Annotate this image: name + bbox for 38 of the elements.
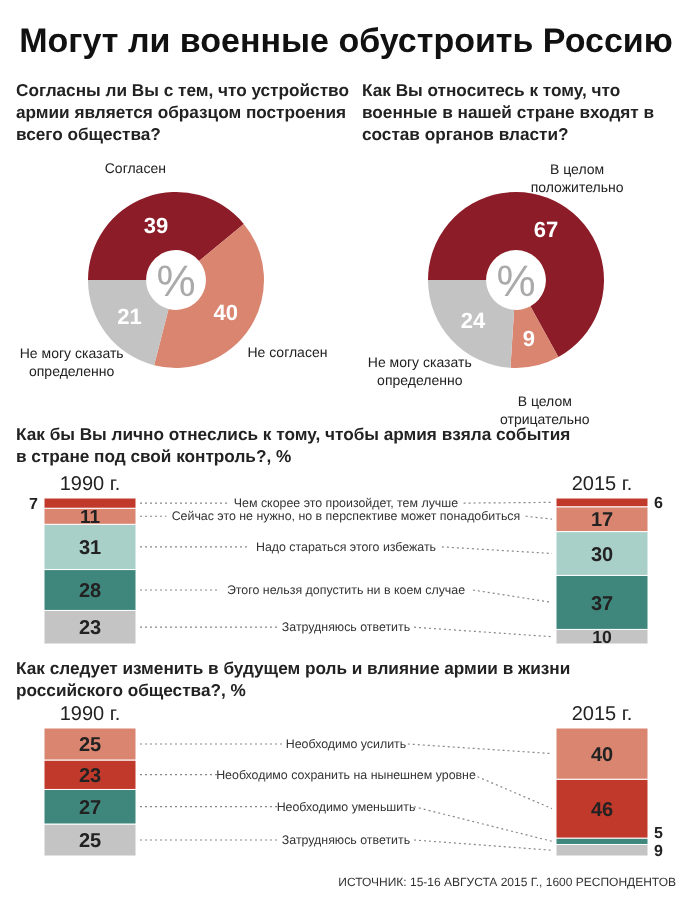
data-label: 37 (590, 593, 614, 616)
donut-slice (428, 192, 604, 358)
data-label: 40 (590, 744, 614, 767)
data-label: 9 (654, 842, 664, 861)
chart-title: Как бы Вы лично отнеслись к тому, чтобы армия взяла события в стране под свой контроль?, % (16, 424, 571, 466)
data-label: 7 (29, 495, 40, 514)
chart-title: Как Вы относитесь к тому, что военные в нашей стране входят в состав органов власти? (362, 80, 655, 144)
data-label: 46 (590, 799, 614, 822)
data-label: 23 (78, 765, 102, 788)
data-label: 67 (533, 219, 559, 244)
data-label: 10 (592, 627, 612, 648)
x-tick-label: 1990 г. (59, 704, 121, 726)
data-label: 23 (78, 618, 102, 641)
data-label: 30 (590, 544, 614, 567)
x-tick-label: 1990 г. (59, 474, 121, 496)
data-label: 31 (78, 538, 102, 561)
data-label: 11 (79, 507, 102, 530)
data-label: 25 (78, 735, 102, 758)
data-label: 28 (78, 581, 102, 604)
x-tick-label: 2015 г. (571, 704, 633, 726)
chart-title: Могут ли военные обустроить Россию (19, 22, 673, 60)
data-label: 24 (460, 310, 488, 335)
data-label: 39 (143, 214, 169, 239)
data-label: 25 (78, 831, 102, 854)
data-label: 5 (654, 824, 664, 843)
chart-subtitle: Согласны ли Вы с тем, что устройство армии является образцом построения всего общества? (16, 80, 349, 144)
data-label: 21 (117, 306, 142, 331)
data-label: 9 (522, 327, 535, 352)
data-label: 6 (654, 494, 664, 513)
bar (555, 843, 649, 857)
text: % (156, 256, 196, 306)
data-label: 40 (213, 301, 239, 326)
data-label: 17 (590, 510, 614, 533)
donut-slice (510, 306, 559, 368)
x-tick-label: 2015 г. (571, 474, 633, 496)
data-label: 27 (78, 797, 102, 820)
text: % (496, 256, 536, 306)
chart-title: Как следует изменить в будущем роль и влияние армии в жизни российского общества?, % (16, 658, 571, 700)
